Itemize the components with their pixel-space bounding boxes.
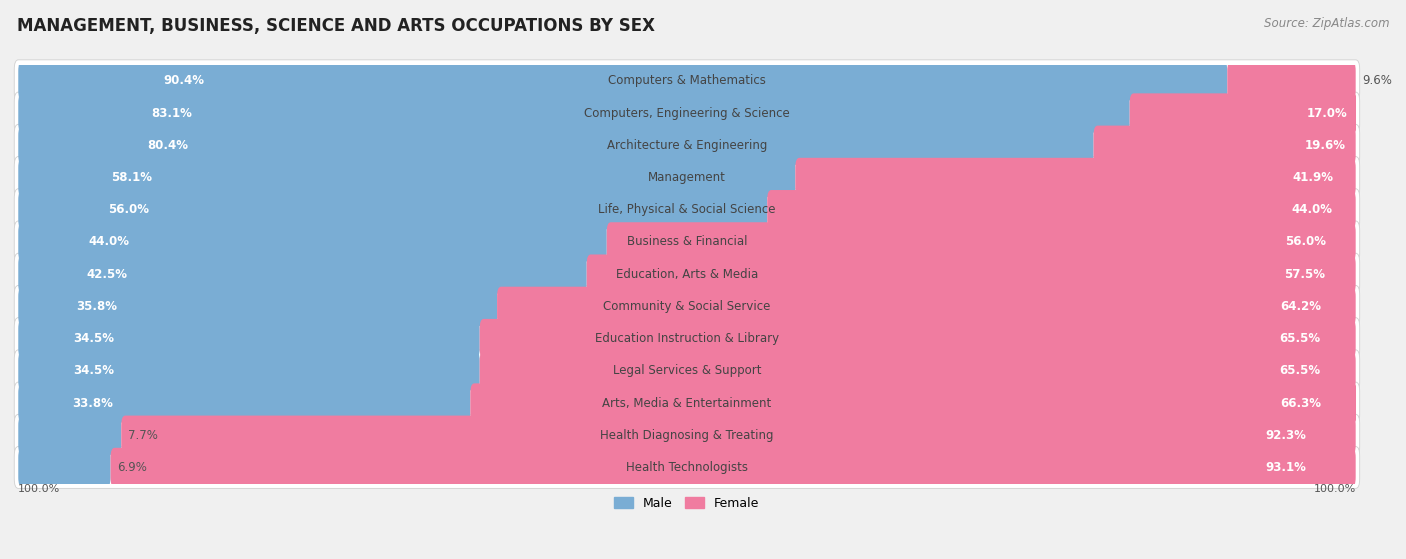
FancyBboxPatch shape (18, 222, 607, 262)
Text: Computers, Engineering & Science: Computers, Engineering & Science (583, 107, 790, 120)
FancyBboxPatch shape (14, 189, 1360, 231)
FancyBboxPatch shape (14, 447, 1360, 489)
FancyBboxPatch shape (14, 286, 1360, 327)
Text: Education Instruction & Library: Education Instruction & Library (595, 332, 779, 345)
FancyBboxPatch shape (18, 448, 111, 487)
Text: Community & Social Service: Community & Social Service (603, 300, 770, 313)
Text: 66.3%: 66.3% (1281, 396, 1322, 410)
Text: 34.5%: 34.5% (73, 332, 115, 345)
FancyBboxPatch shape (18, 415, 121, 455)
Text: 41.9%: 41.9% (1292, 171, 1333, 184)
Text: 33.8%: 33.8% (73, 396, 114, 410)
Text: Legal Services & Support: Legal Services & Support (613, 364, 761, 377)
Text: Life, Physical & Social Science: Life, Physical & Social Science (598, 203, 776, 216)
Text: 90.4%: 90.4% (163, 74, 204, 87)
Text: 80.4%: 80.4% (148, 139, 188, 151)
Text: Business & Financial: Business & Financial (627, 235, 747, 248)
Text: 65.5%: 65.5% (1279, 332, 1320, 345)
Text: Computers & Mathematics: Computers & Mathematics (607, 74, 766, 87)
Text: 100.0%: 100.0% (18, 484, 60, 494)
FancyBboxPatch shape (14, 124, 1360, 166)
FancyBboxPatch shape (18, 254, 586, 294)
Text: Source: ZipAtlas.com: Source: ZipAtlas.com (1264, 17, 1389, 30)
FancyBboxPatch shape (14, 350, 1360, 392)
Text: Management: Management (648, 171, 725, 184)
FancyBboxPatch shape (18, 190, 768, 229)
Text: Education, Arts & Media: Education, Arts & Media (616, 268, 758, 281)
Text: 93.1%: 93.1% (1265, 461, 1306, 474)
FancyBboxPatch shape (479, 351, 1355, 390)
FancyBboxPatch shape (14, 221, 1360, 263)
FancyBboxPatch shape (479, 319, 1355, 358)
Text: Health Diagnosing & Treating: Health Diagnosing & Treating (600, 429, 773, 442)
FancyBboxPatch shape (18, 287, 498, 326)
FancyBboxPatch shape (607, 222, 1355, 262)
Text: 100.0%: 100.0% (1313, 484, 1355, 494)
Text: 42.5%: 42.5% (87, 268, 128, 281)
Legend: Male, Female: Male, Female (609, 492, 765, 515)
FancyBboxPatch shape (18, 158, 796, 197)
Text: Arts, Media & Entertainment: Arts, Media & Entertainment (602, 396, 772, 410)
Text: 83.1%: 83.1% (152, 107, 193, 120)
FancyBboxPatch shape (111, 448, 1355, 487)
Text: 35.8%: 35.8% (76, 300, 117, 313)
Text: MANAGEMENT, BUSINESS, SCIENCE AND ARTS OCCUPATIONS BY SEX: MANAGEMENT, BUSINESS, SCIENCE AND ARTS O… (17, 17, 655, 35)
FancyBboxPatch shape (18, 93, 1129, 132)
FancyBboxPatch shape (1129, 93, 1357, 132)
Text: 6.9%: 6.9% (117, 461, 148, 474)
FancyBboxPatch shape (1227, 61, 1355, 101)
FancyBboxPatch shape (14, 414, 1360, 456)
Text: 92.3%: 92.3% (1265, 429, 1306, 442)
FancyBboxPatch shape (796, 158, 1355, 197)
Text: 9.6%: 9.6% (1362, 74, 1392, 87)
Text: 58.1%: 58.1% (111, 171, 152, 184)
FancyBboxPatch shape (18, 383, 471, 423)
FancyBboxPatch shape (1094, 126, 1355, 165)
FancyBboxPatch shape (471, 383, 1357, 423)
Text: 56.0%: 56.0% (1285, 235, 1326, 248)
FancyBboxPatch shape (14, 318, 1360, 359)
Text: 57.5%: 57.5% (1284, 268, 1324, 281)
FancyBboxPatch shape (18, 319, 479, 358)
FancyBboxPatch shape (14, 382, 1360, 424)
FancyBboxPatch shape (768, 190, 1355, 229)
FancyBboxPatch shape (14, 253, 1360, 295)
FancyBboxPatch shape (14, 92, 1360, 134)
FancyBboxPatch shape (18, 126, 1094, 165)
Text: 64.2%: 64.2% (1281, 300, 1322, 313)
FancyBboxPatch shape (586, 254, 1355, 294)
FancyBboxPatch shape (18, 351, 479, 390)
FancyBboxPatch shape (498, 287, 1355, 326)
FancyBboxPatch shape (14, 60, 1360, 102)
Text: 34.5%: 34.5% (73, 364, 115, 377)
FancyBboxPatch shape (121, 415, 1355, 455)
Text: 7.7%: 7.7% (128, 429, 157, 442)
FancyBboxPatch shape (18, 61, 1227, 101)
Text: 44.0%: 44.0% (89, 235, 129, 248)
FancyBboxPatch shape (14, 157, 1360, 198)
Text: 17.0%: 17.0% (1308, 107, 1348, 120)
Text: 65.5%: 65.5% (1279, 364, 1320, 377)
Text: 56.0%: 56.0% (108, 203, 149, 216)
Text: 19.6%: 19.6% (1305, 139, 1346, 151)
Text: Health Technologists: Health Technologists (626, 461, 748, 474)
Text: 44.0%: 44.0% (1291, 203, 1331, 216)
Text: Architecture & Engineering: Architecture & Engineering (607, 139, 768, 151)
